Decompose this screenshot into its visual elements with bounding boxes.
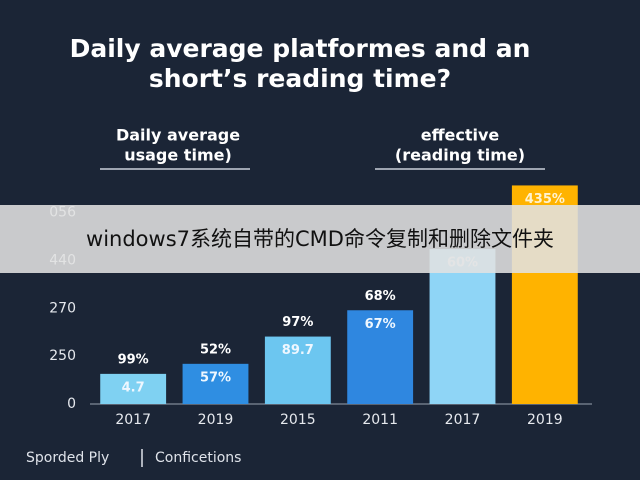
chart-title: Daily average platformes and an (70, 34, 531, 63)
bar-label: 89.7 (282, 343, 314, 358)
x-tick-label: 2017 (445, 412, 481, 428)
x-tick-label: 2011 (362, 412, 398, 428)
x-tick-label: 2019 (198, 412, 234, 428)
bar (264, 336, 331, 404)
bar-label: 97% (282, 315, 313, 330)
bar-label: 435% (525, 192, 565, 207)
source: Conficetions (155, 450, 241, 466)
bar-label: 67% (365, 317, 396, 332)
subtitle: effective (421, 126, 500, 145)
overlay-banner (0, 205, 640, 273)
subtitle: (reading time) (395, 146, 525, 165)
bar-label: 52% (200, 342, 231, 357)
bar (347, 310, 414, 404)
y-tick-label: 250 (49, 348, 76, 364)
y-tick-label: 0 (67, 396, 76, 412)
bar (429, 249, 496, 404)
bar (100, 373, 167, 404)
bar (182, 363, 249, 404)
chart-title: short’s reading time? (149, 64, 451, 93)
subtitle: usage time) (124, 146, 232, 165)
overlay-text: windows7系统自带的CMD命令复制和删除文件夹 (86, 227, 554, 251)
y-tick-label: 270 (49, 300, 76, 316)
x-tick-label: 2019 (527, 412, 563, 428)
subtitle: Daily average (116, 126, 240, 145)
x-tick-label: 2015 (280, 412, 316, 428)
bar-label: 4.7 (122, 380, 145, 395)
x-tick-label: 2017 (115, 412, 151, 428)
bar-label: 68% (365, 289, 396, 304)
source: Sporded Ply (26, 450, 109, 466)
bar-label: 99% (118, 352, 149, 367)
bar-label: 57% (200, 370, 231, 385)
